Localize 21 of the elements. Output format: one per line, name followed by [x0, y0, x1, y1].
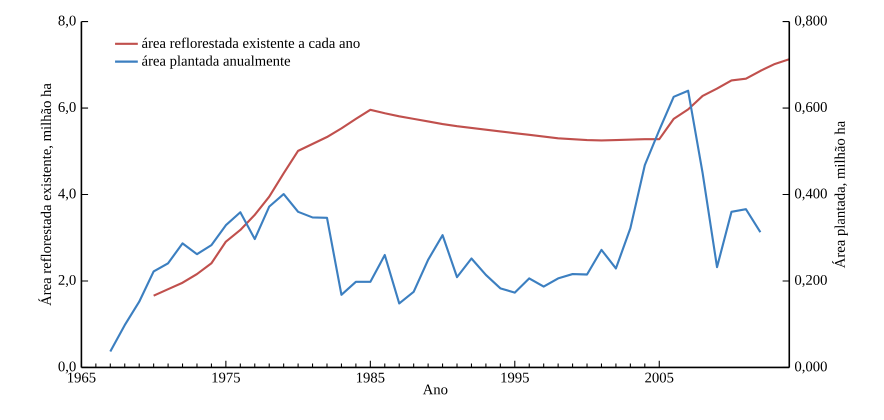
- y2-tick-label: 0,200: [794, 274, 827, 287]
- x-tick-label: 1975: [212, 372, 240, 382]
- y2-tick-label: 0,400: [794, 188, 827, 201]
- x-tick-label: 1965: [68, 372, 96, 382]
- y-tick-label: 0,0: [58, 361, 76, 374]
- y-tick-label: 8,0: [58, 16, 76, 28]
- y2-tick-label: 0,800: [794, 16, 827, 28]
- x-tick-label: 2005: [645, 372, 674, 383]
- line-series: [109, 90, 762, 353]
- y-tick-label: 2,0: [58, 274, 76, 287]
- y-tick-label: 4,0: [58, 188, 76, 201]
- legend-label: área reflorestada existente a cada ano: [142, 38, 360, 48]
- legend-label: área plantada anualmente: [142, 55, 290, 69]
- y2-tick-label: 0,600: [794, 102, 827, 114]
- y-tick-label: 6,0: [58, 102, 76, 114]
- x-axis-title: Ano: [422, 384, 448, 394]
- y-axis-title: Área reflorestada existente, milhão ha: [38, 83, 54, 306]
- x-tick-label: 1985: [356, 372, 384, 383]
- y2-tick-label: 0,000: [794, 361, 827, 374]
- x-tick-label: 1995: [501, 372, 529, 382]
- y2-axis-title: Área plantada, milhão ha: [832, 121, 848, 268]
